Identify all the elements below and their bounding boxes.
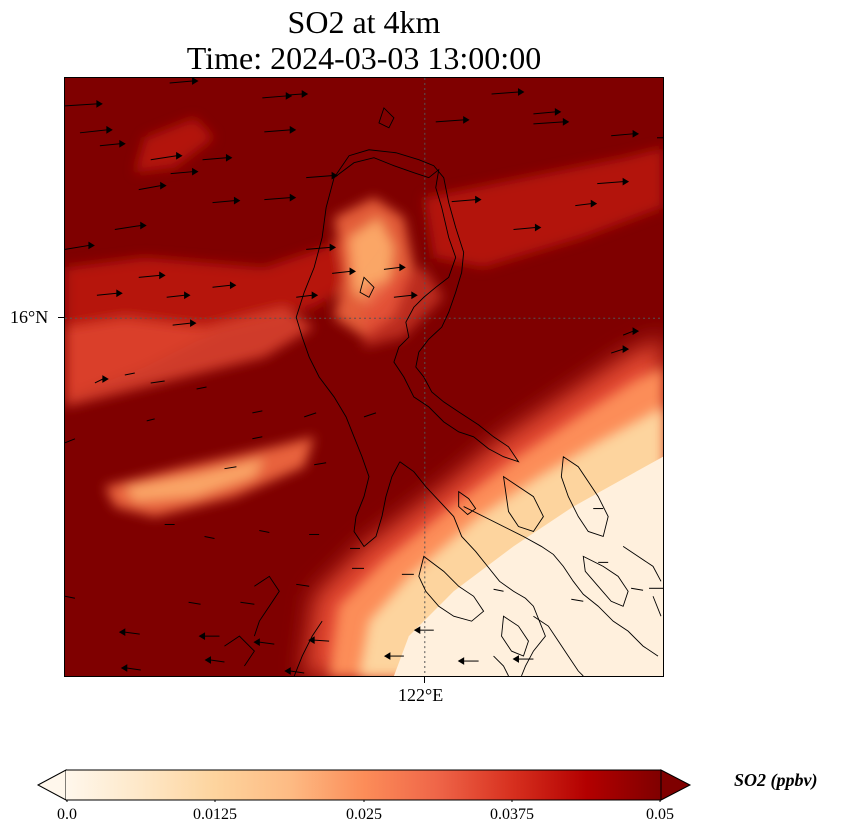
- wind-arrow-row-7: [118, 626, 534, 675]
- colorbar-svg: [36, 769, 692, 802]
- colorbar-title: SO2 (ppbv): [734, 770, 818, 790]
- colorbar-tick-label: 0.025: [346, 806, 382, 823]
- chart-title-line1: SO2 at 4km: [287, 4, 441, 40]
- colorbar-extend-high: [660, 769, 692, 801]
- colorbar-ticks: [66, 800, 661, 802]
- colorbar-extend-low: [36, 769, 67, 801]
- colorbar-tick-label: 0.0: [57, 806, 77, 823]
- map-panel: [64, 77, 664, 677]
- y-tick-16n: [58, 317, 64, 318]
- wind-arrow-row-4: [96, 263, 640, 354]
- so2-plume-bands: [65, 117, 663, 517]
- wind-arrow-row-5: [65, 372, 377, 470]
- colorbar: [36, 768, 692, 802]
- map-svg: [65, 78, 663, 676]
- wind-vectors: [65, 78, 663, 675]
- wind-arrow-row-3: [65, 177, 630, 276]
- lat-tick-label: 16°N: [10, 307, 49, 327]
- wind-arrow-row-2: [79, 125, 663, 191]
- coastlines: [224, 107, 662, 676]
- so2-low-region: [304, 337, 663, 676]
- wind-arrow-row-1: [65, 78, 570, 126]
- wind-arrow-row-6: [65, 508, 663, 605]
- chart-title-line2: Time: 2024-03-03 13:00:00: [186, 40, 542, 76]
- lon-tick-label: 122°E: [398, 685, 444, 705]
- colorbar-gradient: [66, 770, 661, 800]
- colorbar-tick-label: 0.0125: [193, 806, 237, 823]
- colorbar-tick-label: 0.0375: [490, 806, 534, 823]
- x-tick-122e: [424, 677, 425, 683]
- colorbar-tick-label: 0.05: [646, 806, 674, 823]
